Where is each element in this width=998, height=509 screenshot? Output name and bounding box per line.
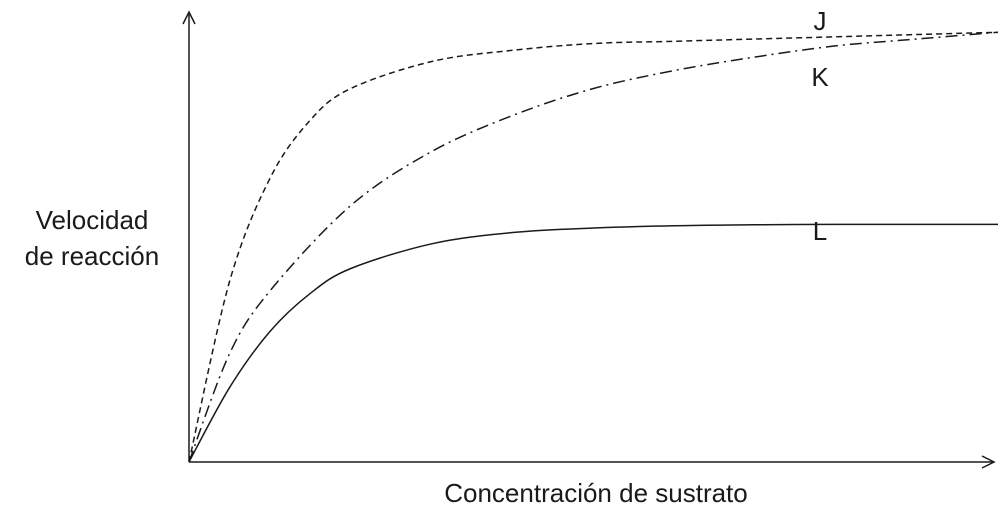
curve-label-l: L: [813, 216, 827, 246]
x-axis-arrowhead: [981, 455, 996, 469]
curve-k: [188, 31, 998, 463]
axes: [182, 10, 996, 469]
curve-label-k: K: [811, 62, 829, 92]
x-axis-label: Concentración de sustrato: [444, 478, 748, 508]
curve-l: [188, 223, 998, 463]
y-axis-label-line-2: de reacción: [25, 241, 159, 271]
curves: [188, 31, 998, 463]
curve-label-j: J: [814, 6, 827, 36]
curve-j: [188, 31, 998, 463]
y-axis-arrowhead: [182, 10, 196, 25]
y-axis-label-line-1: Velocidad: [36, 205, 149, 235]
curve-labels: JK L: [811, 6, 829, 246]
